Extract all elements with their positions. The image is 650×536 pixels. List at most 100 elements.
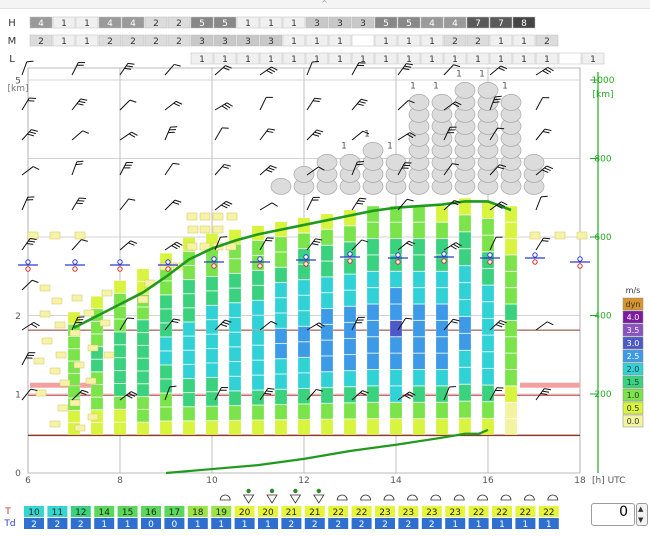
climb-rate-cell xyxy=(113,357,127,371)
temperature-value: 20 xyxy=(239,508,251,518)
temperature-cell xyxy=(47,506,68,517)
temperature-cell xyxy=(258,506,278,517)
cloud-cover-cell xyxy=(190,16,214,29)
climb-rate-cell xyxy=(389,238,403,255)
climb-rate-cell xyxy=(412,418,426,435)
dewpoint-cell xyxy=(421,518,442,529)
climb-legend-label: 1.0 xyxy=(627,391,640,400)
weak-thermal-marker xyxy=(103,351,115,359)
wind-barb-shaft xyxy=(397,132,411,141)
cloud-cover-value: 2 xyxy=(544,37,550,47)
weak-thermal-marker xyxy=(27,231,39,240)
wind-barb-flag xyxy=(224,319,232,323)
wind-barb-shaft xyxy=(21,197,29,211)
wind-barb-flag xyxy=(313,196,320,198)
spinner-arrows[interactable]: ▲ ▼ xyxy=(636,503,648,526)
wind-barb-flag xyxy=(498,203,506,208)
wind-barb-shaft xyxy=(164,64,175,76)
cloud-symbol-icon xyxy=(547,494,559,501)
wind-barb-icon xyxy=(443,163,459,176)
weak-thermal-marker xyxy=(57,404,69,412)
wind-barb-flag xyxy=(270,320,278,325)
cloud-cover-value: 2 xyxy=(176,37,182,47)
weak-thermal-marker xyxy=(74,231,86,240)
wind-barb-shaft xyxy=(214,164,225,176)
sounding-marker-dot xyxy=(347,251,353,257)
wind-barb-flag xyxy=(450,321,458,324)
climb-rate-cell xyxy=(481,351,495,369)
climb-rate-cell xyxy=(228,288,242,303)
wind-barb-shaft xyxy=(21,321,35,331)
wind-barb-icon xyxy=(535,388,551,401)
wind-barb-flag xyxy=(26,60,34,63)
wind-barb-icon xyxy=(71,239,88,251)
wind-barb-icon xyxy=(535,165,554,176)
climb-rate-cell xyxy=(90,397,104,410)
climb-rate-cell xyxy=(458,350,472,368)
wind-barb-icon xyxy=(306,196,320,211)
wind-barb-flag xyxy=(171,320,179,324)
wind-barb-icon xyxy=(397,162,412,176)
climb-rate-cell xyxy=(389,353,403,370)
cloud-cover-value: 5 xyxy=(199,19,205,29)
sounding-marker-dot xyxy=(72,266,78,272)
wind-barb-icon xyxy=(351,62,366,76)
climb-legend-swatch xyxy=(622,414,644,428)
wind-barb-flag xyxy=(219,389,227,391)
cloud-cover-value: 7 xyxy=(498,19,504,29)
cloud-cover-cell xyxy=(29,16,53,29)
climb-rate-cell xyxy=(159,322,173,337)
cloud-cover-value: 3 xyxy=(360,19,366,29)
wind-barb-flag xyxy=(77,200,85,202)
cloud-cover-value: 3 xyxy=(222,37,228,47)
climb-rate-cell xyxy=(136,307,150,320)
climb-rate-cell xyxy=(90,359,104,372)
wind-barb-flag xyxy=(78,62,86,64)
wind-barb-icon xyxy=(21,279,39,291)
climb-rate-cell xyxy=(504,287,518,304)
wind-barb-flag xyxy=(311,199,319,201)
wind-barb-flag xyxy=(173,243,181,248)
climb-rate-cell xyxy=(320,261,334,277)
time-offset-spinner[interactable]: 0 xyxy=(591,503,635,526)
climb-rate-cell xyxy=(297,295,311,311)
wind-barb-shaft xyxy=(489,237,497,251)
temperature-cell xyxy=(211,506,232,517)
wind-barb-flag xyxy=(28,352,36,354)
cloud-cover-cell xyxy=(443,16,467,29)
weak-thermal-marker xyxy=(69,399,81,407)
climb-rate-cell xyxy=(297,279,311,296)
cloud-cover-value: 1 xyxy=(521,37,527,47)
x-tick-label: 16 xyxy=(482,476,494,486)
spin-down-icon[interactable]: ▼ xyxy=(638,516,644,524)
wind-barb-icon xyxy=(306,238,323,251)
wind-barb-flag xyxy=(495,324,503,328)
sounding-marker-dot xyxy=(487,252,493,258)
cloud-cover-cell xyxy=(420,34,444,47)
temperature-cell xyxy=(328,506,349,517)
sounding-marker-dot xyxy=(211,256,217,262)
wind-barb-flag xyxy=(312,60,319,63)
wind-barb-shaft xyxy=(443,386,450,401)
climb-rate-cell xyxy=(389,402,403,419)
weak-thermal-marker xyxy=(73,361,85,369)
wind-barb-flag xyxy=(75,321,82,324)
wind-barb-flag xyxy=(409,391,416,396)
spin-up-icon[interactable]: ▲ xyxy=(638,505,644,513)
climb-rate-cell xyxy=(228,258,242,274)
climb-rate-cell xyxy=(182,336,196,351)
cloud-cover-cell xyxy=(305,16,329,29)
wind-barb-flag xyxy=(498,67,505,72)
climb-rate-cell xyxy=(389,320,403,337)
cloud-cover-value: 1 xyxy=(291,55,297,65)
wind-barb-flag xyxy=(171,245,178,250)
wind-barb-shaft xyxy=(306,166,319,176)
wind-barb-shaft xyxy=(443,318,454,331)
climb-rate-cell xyxy=(228,361,242,377)
wind-barb-flag xyxy=(77,316,85,318)
wind-barb-flag xyxy=(451,202,459,206)
wind-barb-flag xyxy=(406,242,413,247)
sounding-marker-dot xyxy=(441,258,447,264)
cloud-cover-cell xyxy=(558,52,582,65)
wind-barb-flag xyxy=(270,165,277,169)
